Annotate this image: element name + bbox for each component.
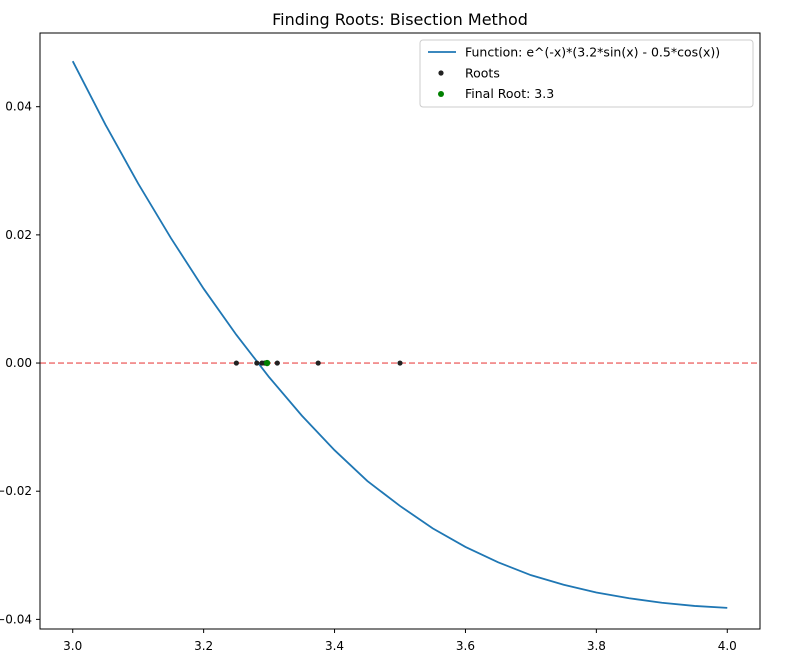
root-point — [233, 360, 239, 366]
y-tick-label: −0.04 — [0, 612, 32, 626]
x-axis: 3.0 3.2 3.4 3.6 3.8 4.0 — [63, 629, 737, 653]
plot-frame — [39, 32, 761, 630]
legend-roots-label: Roots — [465, 66, 500, 81]
function-line — [71, 60, 728, 609]
root-point — [274, 360, 280, 366]
final-root-point — [263, 359, 271, 367]
x-tick-label: 3.0 — [63, 639, 82, 653]
y-tick-label: 0.00 — [5, 356, 32, 370]
x-tick-label: 3.6 — [456, 639, 475, 653]
legend-function-label: Function: e^(-x)*(3.2*sin(x) - 0.5*cos(x… — [465, 45, 720, 60]
legend-roots-swatch — [438, 70, 444, 76]
y-tick-label: 0.04 — [5, 100, 32, 114]
legend-final-root-label: Final Root: 3.3 — [465, 86, 554, 101]
chart-title: Finding Roots: Bisection Method — [272, 10, 528, 29]
x-tick-label: 3.8 — [587, 639, 606, 653]
root-point — [397, 360, 403, 366]
legend: Function: e^(-x)*(3.2*sin(x) - 0.5*cos(x… — [419, 39, 754, 108]
x-tick-label: 4.0 — [718, 639, 737, 653]
y-tick-label: 0.02 — [5, 228, 32, 242]
x-tick-label: 3.4 — [325, 639, 344, 653]
plot-area — [40, 60, 760, 609]
root-point — [254, 360, 260, 366]
y-tick-label: −0.02 — [0, 484, 32, 498]
y-axis: 0.04 0.02 0.00 −0.02 −0.04 — [0, 100, 40, 626]
root-point — [315, 360, 321, 366]
x-tick-label: 3.2 — [194, 639, 213, 653]
legend-final-root-swatch — [438, 91, 444, 97]
legend-frame — [419, 39, 754, 108]
